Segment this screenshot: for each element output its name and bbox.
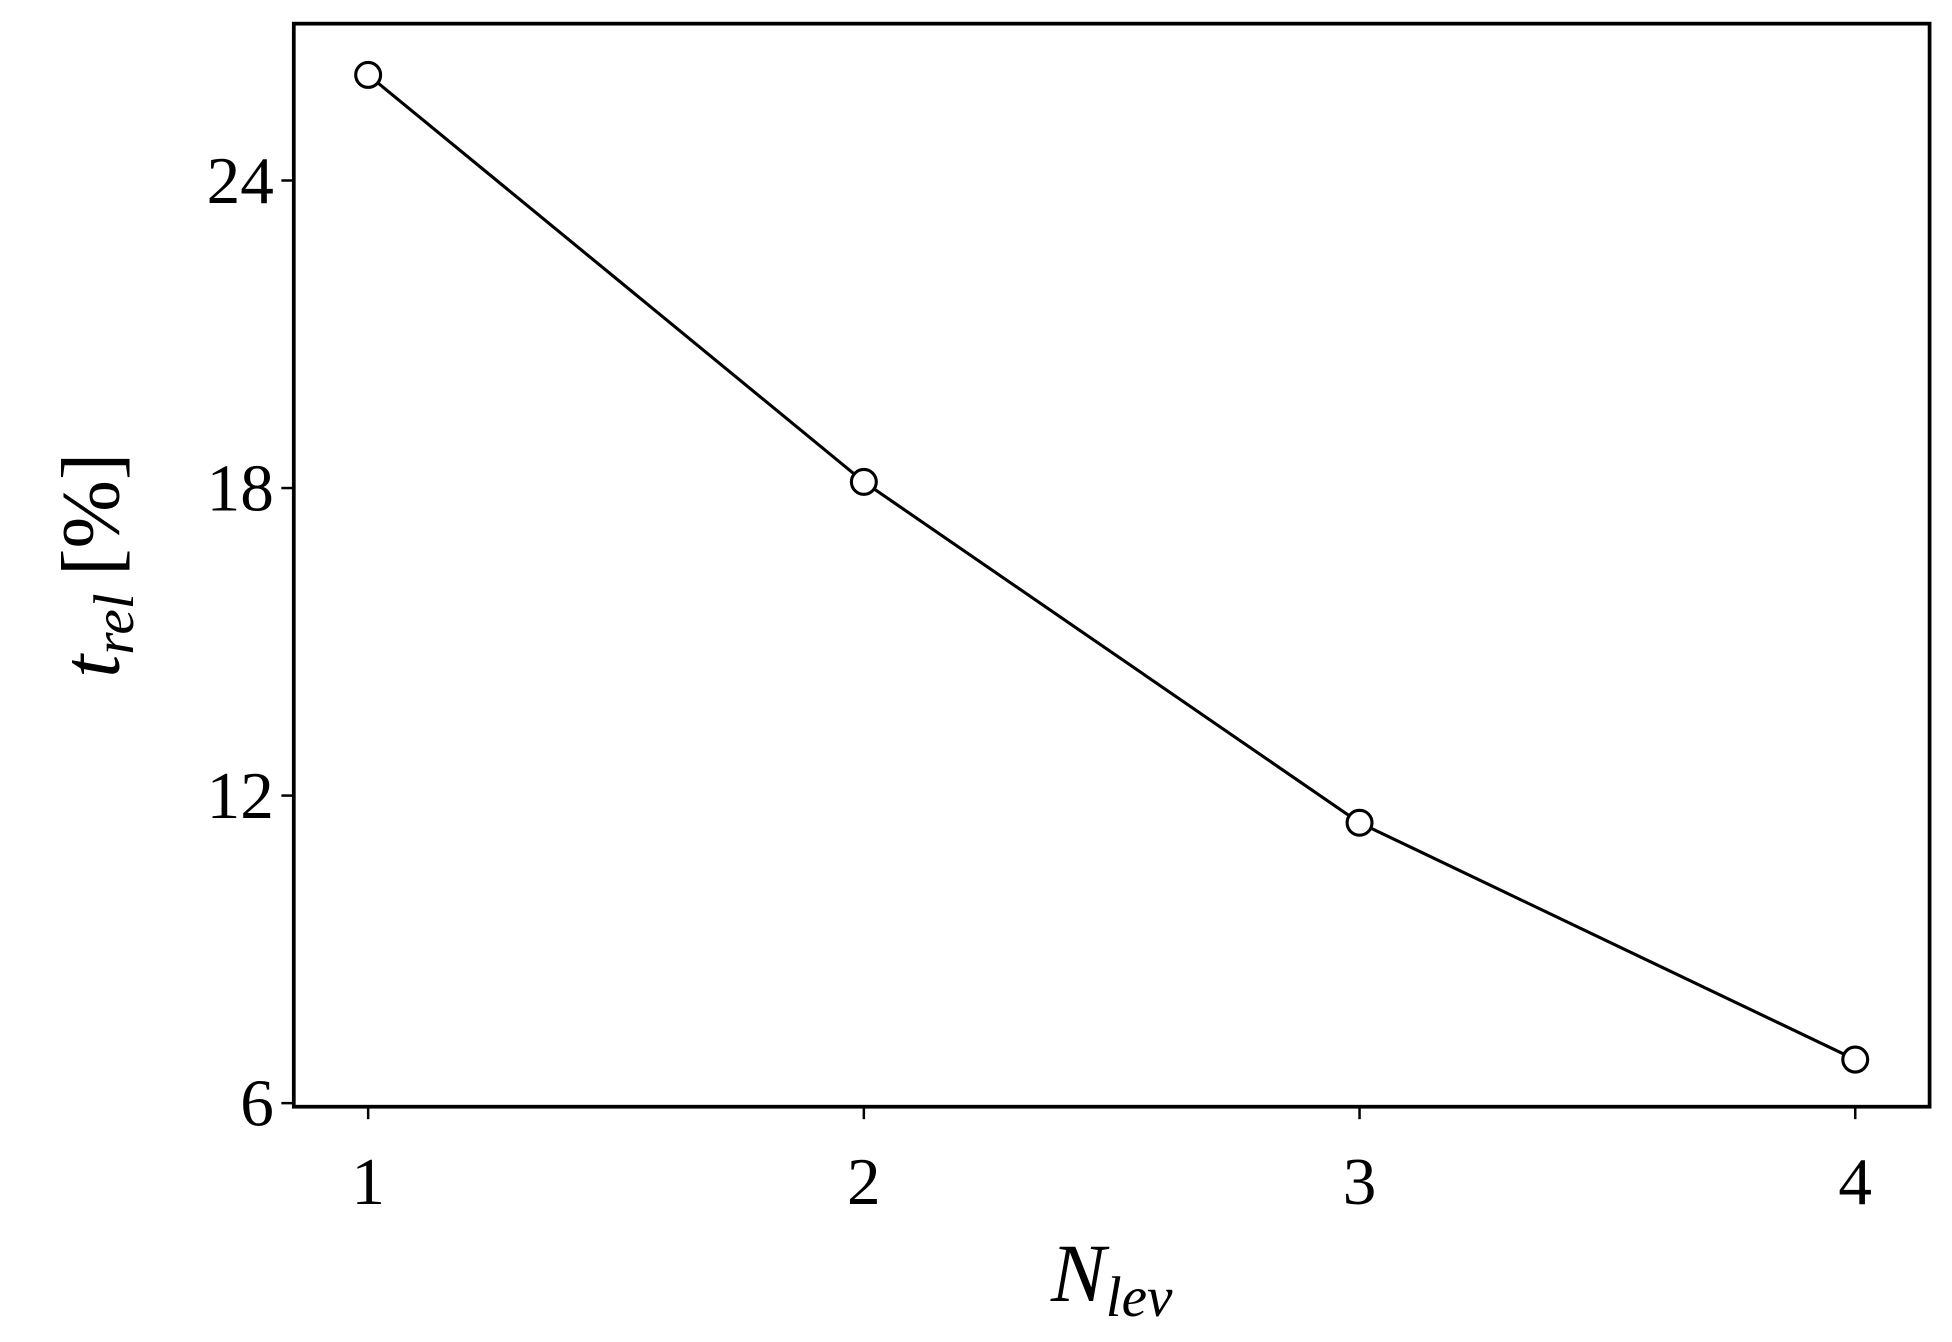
y-axis-label: trel [%] — [45, 453, 146, 678]
y-tick-label: 6 — [240, 1066, 274, 1141]
x-tick-label: 3 — [1343, 1144, 1377, 1219]
data-point — [1345, 808, 1374, 837]
x-label-sub: lev — [1106, 1266, 1173, 1329]
y-tick-label: 24 — [207, 143, 274, 218]
x-tick-label: 1 — [351, 1144, 385, 1219]
y-tick-label: 18 — [207, 450, 274, 525]
x-axis-label: Nlev — [1050, 1228, 1173, 1329]
y-label-unit: [%] — [45, 453, 136, 576]
plot-frame — [291, 21, 1932, 1109]
y-tick-label: 12 — [207, 758, 274, 833]
x-label-main: N — [1050, 1228, 1110, 1319]
x-tick-label: 2 — [847, 1144, 881, 1219]
data-point — [849, 467, 878, 496]
y-label-main: t — [45, 653, 136, 678]
data-point — [354, 60, 383, 89]
data-line — [367, 73, 1856, 1061]
data-point — [1841, 1045, 1870, 1074]
x-tick-label: 4 — [1838, 1144, 1872, 1219]
y-label-sub: rel — [83, 593, 146, 654]
